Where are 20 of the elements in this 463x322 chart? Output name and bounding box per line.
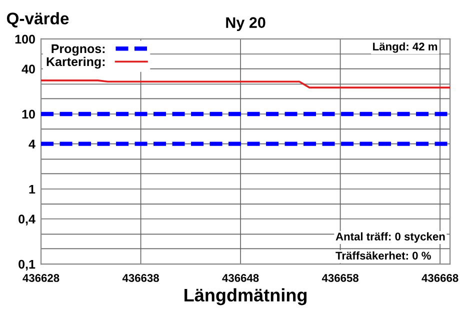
annotation: Längd: 42 m	[373, 42, 438, 53]
legend-label: Prognos:	[52, 44, 105, 56]
x-axis-title: Längdmätning	[184, 288, 307, 306]
chart-title: Ny 20	[226, 17, 266, 32]
y-tick-label: 4	[28, 140, 36, 148]
y-tick-label: 40	[22, 64, 35, 74]
y-axis-title: Q-värde	[6, 12, 69, 28]
y-tick-label: 100	[15, 34, 35, 44]
annotation: Antal träff: 0 stycken	[336, 232, 445, 243]
x-tick-label: 436638	[122, 274, 159, 282]
y-tick-label: 0,1	[18, 260, 36, 271]
annotation: Träffsäkerhet: 0 %	[336, 251, 431, 260]
x-tick-label: 436668	[422, 274, 458, 282]
y-tick-label: 0,4	[18, 214, 36, 226]
legend-label: Kartering:	[46, 56, 105, 69]
x-tick-label: 436628	[22, 274, 60, 282]
x-tick-label: 436658	[322, 274, 358, 282]
x-tick-label: 436648	[222, 274, 259, 282]
y-tick-label: 1	[29, 184, 36, 194]
y-tick-label: 10	[22, 110, 35, 119]
